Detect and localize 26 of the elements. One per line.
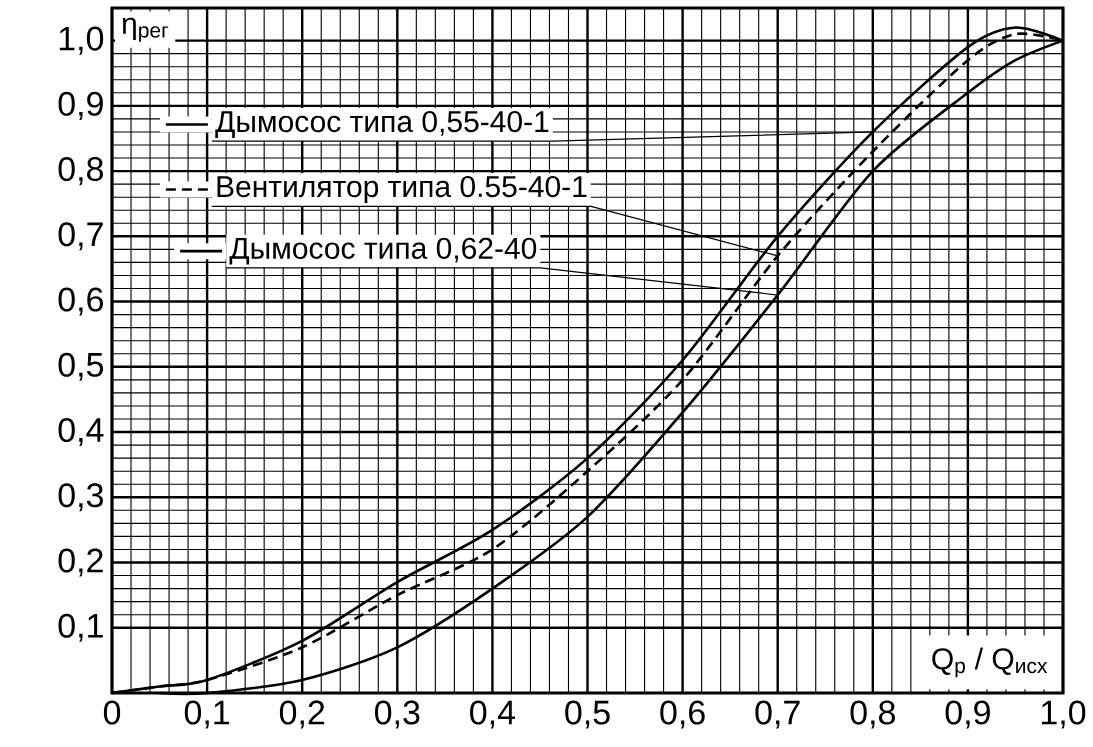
x-tick-label: 1,0	[1041, 700, 1086, 729]
x-tick-label: 0,4	[470, 700, 516, 729]
y-tick-label: 0,2	[58, 548, 103, 577]
y-tick-label: 0,6	[58, 287, 103, 316]
y-tick-label: 0,9	[58, 91, 103, 120]
x-tick-label: 0	[103, 700, 121, 725]
y-tick-label: 0,8	[58, 157, 104, 186]
x-tick-label: 0,7	[755, 700, 800, 729]
x-axis-title: Q$_{р}$ / Q$_{исх}$	[932, 647, 1048, 678]
legend-label: Вентилятор типа 0.55-40-1	[217, 175, 587, 204]
y-tick-label: 0,3	[58, 483, 103, 512]
x-tick-label: 0,8	[850, 700, 895, 729]
x-tick-label: 0,9	[945, 700, 990, 729]
x-tick-label: 0,6	[660, 700, 705, 729]
y-tick-label: 0,1	[58, 613, 103, 642]
y-tick-label: 0,7	[58, 222, 103, 251]
y-tick-label: 1,0	[59, 26, 104, 55]
x-tick-label: 0,1	[184, 700, 230, 729]
y-axis-title: η$_{рег}$	[122, 17, 169, 42]
x-tick-label: 0,3	[375, 700, 420, 729]
y-tick-label: 0,5	[58, 352, 104, 381]
y-tick-label: 0,4	[58, 417, 104, 447]
legend-label: Дымосос типа 0,62-40	[229, 237, 537, 265]
legend-label: Дымосос типа 0,55-40-1	[215, 110, 549, 138]
x-tick-label: 0,5	[565, 700, 610, 729]
x-tick-label: 0,2	[279, 700, 325, 729]
